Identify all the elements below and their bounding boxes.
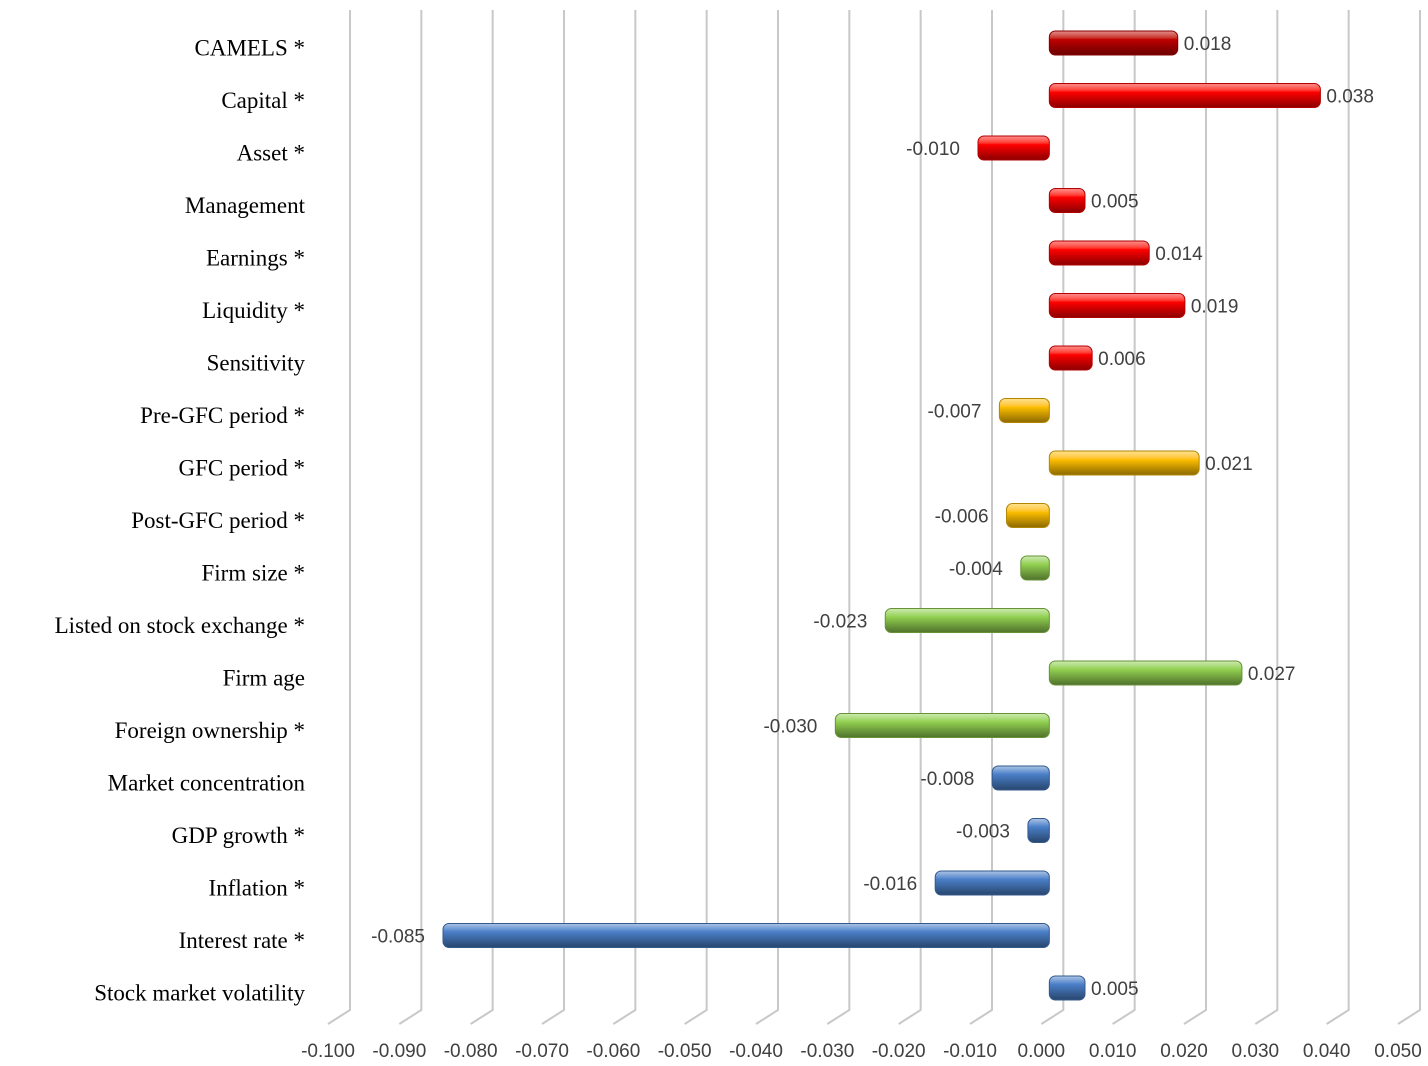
- bar: [1048, 345, 1093, 371]
- value-label: 0.027: [1248, 664, 1296, 685]
- y-tick-label: Sensitivity: [207, 350, 306, 375]
- value-label: -0.003: [956, 822, 1010, 843]
- x-tick-label: 0.050: [1374, 1041, 1422, 1062]
- value-label: 0.018: [1184, 34, 1232, 55]
- x-tick-label: -0.040: [729, 1041, 783, 1062]
- y-tick-label: Foreign ownership *: [115, 718, 305, 743]
- grid-line: [684, 10, 708, 1025]
- y-tick-label: GFC period *: [179, 455, 306, 480]
- x-tick-label: -0.080: [444, 1041, 498, 1062]
- x-tick-label: -0.090: [372, 1041, 426, 1062]
- bar: [998, 398, 1050, 423]
- y-tick-label: Management: [185, 193, 306, 218]
- bar: [1048, 450, 1200, 476]
- value-label: -0.004: [949, 559, 1003, 580]
- y-tick-label: CAMELS *: [194, 35, 305, 60]
- grid-line: [541, 10, 565, 1025]
- bar: [884, 608, 1050, 633]
- bar: [1020, 555, 1050, 581]
- y-tick-label: Firm age: [223, 665, 305, 690]
- bar: [1048, 188, 1086, 213]
- y-tick-label: Capital *: [221, 88, 305, 113]
- grid-line: [470, 10, 494, 1025]
- value-label: 0.021: [1205, 454, 1253, 475]
- bar: [1048, 975, 1086, 1001]
- value-label: -0.007: [928, 402, 982, 423]
- value-label: -0.006: [935, 507, 989, 528]
- grid-line: [1112, 10, 1136, 1025]
- value-label: -0.016: [863, 874, 917, 895]
- bar: [834, 713, 1050, 738]
- bar: [977, 135, 1050, 161]
- y-tick-label: Post-GFC period *: [131, 508, 305, 533]
- y-tick-label: Pre-GFC period *: [140, 403, 305, 428]
- x-tick-label: -0.060: [586, 1041, 640, 1062]
- bar: [1048, 240, 1150, 266]
- x-tick-label: -0.050: [658, 1041, 712, 1062]
- y-tick-label: Earnings *: [206, 245, 305, 270]
- value-label: 0.006: [1098, 349, 1146, 370]
- x-tick-label: 0.000: [1018, 1041, 1066, 1062]
- value-label: -0.008: [920, 769, 974, 790]
- bar: [934, 870, 1050, 896]
- y-tick-label: Asset *: [237, 140, 305, 165]
- value-label: 0.005: [1091, 192, 1139, 213]
- grid-line: [612, 10, 637, 1025]
- bar: [1048, 30, 1179, 56]
- x-tick-label: 0.010: [1089, 1041, 1137, 1062]
- x-tick-label: -0.100: [301, 1041, 355, 1062]
- grid-line: [327, 10, 351, 1025]
- y-tick-label: GDP growth *: [172, 823, 305, 848]
- value-label: 0.019: [1191, 297, 1239, 318]
- y-tick-label: Inflation *: [209, 875, 305, 900]
- x-tick-label: -0.020: [872, 1041, 926, 1062]
- value-label: -0.023: [813, 612, 867, 633]
- value-label: -0.030: [763, 717, 817, 738]
- x-tick-label: 0.040: [1303, 1041, 1351, 1062]
- bar: [1048, 83, 1321, 108]
- grid-line: [1326, 10, 1350, 1025]
- grid-line: [1183, 10, 1207, 1025]
- y-tick-label: Market concentration: [108, 770, 306, 795]
- bar: [1048, 293, 1186, 318]
- bar: [1048, 660, 1243, 686]
- bar: [991, 765, 1050, 791]
- grid-line: [1254, 10, 1279, 1025]
- grid-line: [755, 10, 779, 1025]
- grid-line: [826, 10, 851, 1025]
- bar: [1027, 818, 1050, 843]
- value-label: -0.085: [371, 927, 425, 948]
- value-label: 0.038: [1326, 87, 1374, 108]
- grid-line: [1040, 10, 1065, 1025]
- x-tick-label: -0.070: [515, 1041, 569, 1062]
- grid-line: [1397, 10, 1421, 1025]
- bar: [1006, 503, 1050, 528]
- y-tick-label: Stock market volatility: [94, 980, 305, 1005]
- grid-line: [898, 10, 922, 1025]
- y-tick-label: Listed on stock exchange *: [55, 613, 305, 638]
- x-tick-label: 0.020: [1160, 1041, 1208, 1062]
- x-tick-label: -0.030: [800, 1041, 854, 1062]
- value-label: -0.010: [906, 139, 960, 160]
- grid-line: [398, 10, 423, 1025]
- x-tick-label: -0.010: [943, 1041, 997, 1062]
- x-tick-label: 0.030: [1232, 1041, 1280, 1062]
- bar: [442, 923, 1050, 948]
- grid-line: [969, 10, 993, 1025]
- value-label: 0.005: [1091, 979, 1139, 1000]
- y-tick-label: Firm size *: [202, 560, 306, 585]
- value-label: 0.014: [1155, 244, 1203, 265]
- y-tick-label: Interest rate *: [179, 928, 305, 953]
- y-tick-label: Liquidity *: [202, 298, 305, 323]
